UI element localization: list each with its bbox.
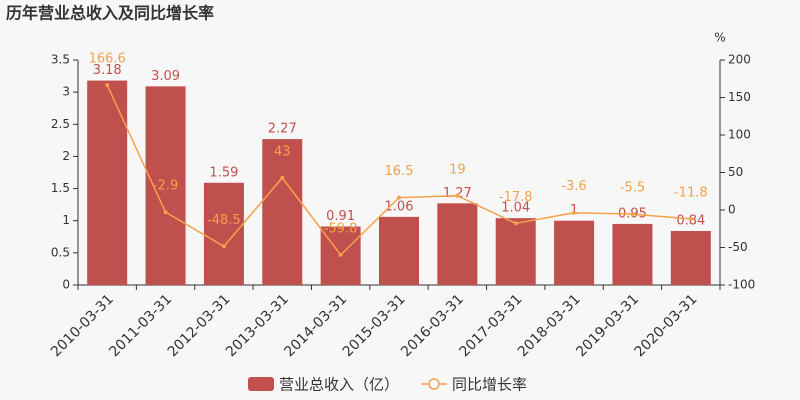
line-point xyxy=(572,210,577,215)
bar xyxy=(145,86,186,285)
y2-tick-label: 50 xyxy=(728,165,743,179)
y-tick-label: 1 xyxy=(62,213,70,227)
y2-tick-label: 150 xyxy=(728,90,751,104)
line-point xyxy=(630,212,635,217)
y-tick-label: 2 xyxy=(62,149,70,163)
line-point xyxy=(397,195,401,200)
bar xyxy=(379,216,419,285)
bar-value-label: 1.27 xyxy=(443,186,472,201)
bar xyxy=(670,231,711,285)
chart-title: 历年营业总收入及同比增长率 xyxy=(6,4,214,23)
y2-tick-label: 200 xyxy=(728,53,751,67)
bar-value-label: 2.27 xyxy=(268,122,297,137)
line-value-label: 43 xyxy=(274,144,291,159)
legend-label: 营业总收入（亿） xyxy=(279,376,399,394)
bar xyxy=(554,220,595,285)
bar xyxy=(612,223,653,285)
line-point xyxy=(163,210,168,215)
bar-value-label: 0.91 xyxy=(326,209,355,224)
x-tick-label: 2020-03-31 xyxy=(632,291,701,360)
line-value-label: -11.8 xyxy=(674,185,708,200)
bar-value-label: 3.18 xyxy=(93,63,122,78)
line-point xyxy=(513,221,518,226)
bar xyxy=(495,218,536,285)
y2-tick-label: 0 xyxy=(728,203,736,217)
bar-value-label: 1.59 xyxy=(209,165,238,180)
y2-tick-label: 100 xyxy=(728,128,751,142)
line-point xyxy=(688,216,693,221)
line-value-label: -5.5 xyxy=(620,181,645,196)
line-point xyxy=(105,83,110,88)
y2-tick-label: -50 xyxy=(728,240,748,254)
y-tick-label: 3.5 xyxy=(51,53,70,67)
bar-value-label: 0.84 xyxy=(676,214,705,229)
line-value-label: 16.5 xyxy=(385,164,414,179)
line-value-label: -3.6 xyxy=(561,179,586,194)
bar xyxy=(87,80,128,285)
line-value-label: -2.9 xyxy=(153,179,178,194)
line-value-label: -48.5 xyxy=(207,213,241,228)
legend-marker xyxy=(428,378,440,390)
bar-value-label: 1.04 xyxy=(501,201,530,216)
line-value-label: 19 xyxy=(449,162,466,177)
line-point xyxy=(455,193,460,198)
line-point xyxy=(221,244,226,249)
line-value-label: -59.8 xyxy=(324,221,358,236)
y2-tick-label: -100 xyxy=(728,278,755,292)
y-tick-label: 2.5 xyxy=(51,117,70,131)
line-point xyxy=(338,252,343,257)
bar-value-label: 1.06 xyxy=(385,199,414,214)
line-point xyxy=(280,175,285,180)
y2-axis-label: % xyxy=(714,31,725,45)
line-value-label: 166.6 xyxy=(89,52,126,67)
line-value-label: -17.8 xyxy=(499,190,533,205)
y-tick-label: 1.5 xyxy=(51,181,70,195)
bar xyxy=(437,203,478,285)
y-tick-label: 0 xyxy=(62,278,70,292)
bar xyxy=(262,139,303,285)
bar-value-label: 3.09 xyxy=(151,69,180,84)
legend-swatch xyxy=(248,377,274,391)
y-tick-label: 0.5 xyxy=(51,245,70,259)
legend-label: 同比增长率 xyxy=(452,376,527,394)
y-tick-label: 3 xyxy=(62,85,70,99)
bar xyxy=(203,182,244,285)
